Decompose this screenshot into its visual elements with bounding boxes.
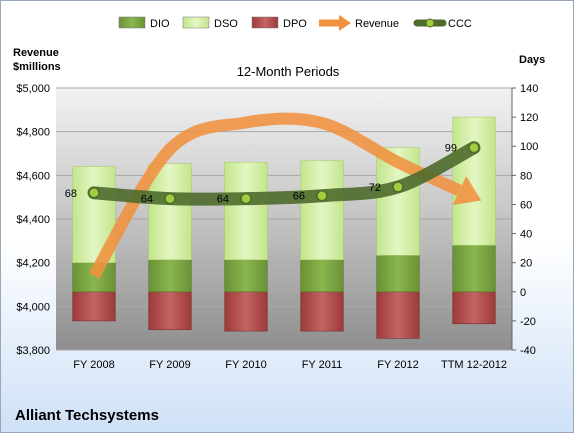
bar-dso — [224, 161, 268, 261]
ccc-data-label: 64 — [141, 194, 153, 206]
x-tick-label: FY 2012 — [377, 359, 418, 371]
legend-swatch-dio — [118, 16, 146, 29]
right-tick-label: -20 — [520, 316, 536, 328]
bar-dpo — [148, 291, 192, 330]
ccc-data-label: 64 — [217, 194, 229, 206]
left-tick-label: $4,200 — [16, 258, 50, 270]
revenue-line — [88, 112, 462, 279]
ccc-line: 68 64 64 66 72 99 — [65, 141, 481, 206]
bar-dio — [376, 255, 420, 293]
right-tick-label: -40 — [520, 345, 536, 357]
ccc-data-label: 99 — [445, 143, 457, 155]
right-tick-label: 120 — [520, 112, 538, 124]
x-tick-label: FY 2010 — [225, 359, 266, 371]
ccc-data-label: 68 — [65, 188, 77, 200]
x-tick-label: TTM 12-2012 — [441, 359, 507, 371]
x-tick-label: FY 2008 — [73, 359, 114, 371]
bar-dio — [224, 259, 268, 293]
bar-dso — [300, 160, 344, 261]
left-axis-label-line2: $millions — [13, 61, 61, 73]
left-tick-label: $4,800 — [16, 127, 50, 139]
ccc-data-label: 66 — [293, 191, 305, 203]
ccc-marker — [392, 181, 404, 193]
gridlines — [56, 87, 512, 351]
right-tick-label: 40 — [520, 229, 532, 241]
ccc-marker — [468, 141, 480, 154]
left-axis-label-line1: Revenue — [13, 47, 59, 59]
left-tick-label: $4,600 — [16, 170, 50, 182]
bar-dpo — [72, 291, 116, 322]
x-tick-label: FY 2011 — [302, 359, 343, 371]
bar-dpo — [452, 291, 496, 325]
revenue-arrow — [88, 112, 482, 279]
ccc-marker — [164, 192, 176, 205]
legend-label-dpo: DPO — [283, 18, 307, 30]
legend-label-dso: DSO — [214, 18, 238, 30]
legend-swatch-dso — [182, 16, 210, 29]
ccc-marker — [240, 192, 252, 205]
legend-arrowhead — [339, 15, 351, 31]
company-name: Alliant Techsystems — [15, 407, 159, 424]
left-tick-label: $4,400 — [16, 214, 50, 226]
legend-label-ccc: CCC — [448, 18, 472, 30]
right-axis-label: Days — [519, 54, 545, 66]
right-tick-label: 20 — [520, 258, 532, 270]
legend-label-revenue: Revenue — [355, 18, 399, 30]
right-tick-label: 80 — [520, 170, 532, 182]
legend-marker-ccc — [425, 18, 435, 28]
legend: DIO DSO DPO Revenue CCC — [118, 15, 472, 31]
legend-label-dio: DIO — [150, 18, 170, 30]
right-tick-label: 0 — [520, 287, 526, 299]
left-tick-label: $4,000 — [16, 301, 50, 313]
revenue-arrowhead — [452, 175, 482, 206]
bar-dso — [148, 163, 192, 261]
axes: $3,800 $4,000 $4,200 $4,400 $4,600 $4,800 $5,0… — [16, 83, 538, 371]
right-tick-label: 100 — [520, 141, 538, 153]
bar-dio — [300, 259, 344, 293]
bar-dso — [452, 116, 496, 246]
right-tick-label: 60 — [520, 199, 532, 211]
legend-swatch-dpo — [251, 16, 279, 29]
bar-dpo — [376, 291, 420, 339]
ccc-path — [87, 141, 481, 206]
bar-dio — [452, 244, 496, 293]
ccc-marker — [316, 189, 328, 202]
bar-dio — [148, 259, 192, 293]
right-tick-label: 140 — [520, 83, 538, 95]
bar-dpo — [224, 291, 268, 332]
x-tick-label: FY 2009 — [149, 359, 190, 371]
left-tick-label: $3,800 — [16, 345, 50, 357]
bars — [72, 116, 496, 339]
bar-dpo — [300, 291, 344, 332]
ccc-marker — [88, 187, 100, 199]
chart-title: 12-Month Periods — [237, 64, 340, 79]
ccc-data-label: 72 — [369, 182, 381, 194]
left-tick-label: $5,000 — [16, 83, 50, 95]
